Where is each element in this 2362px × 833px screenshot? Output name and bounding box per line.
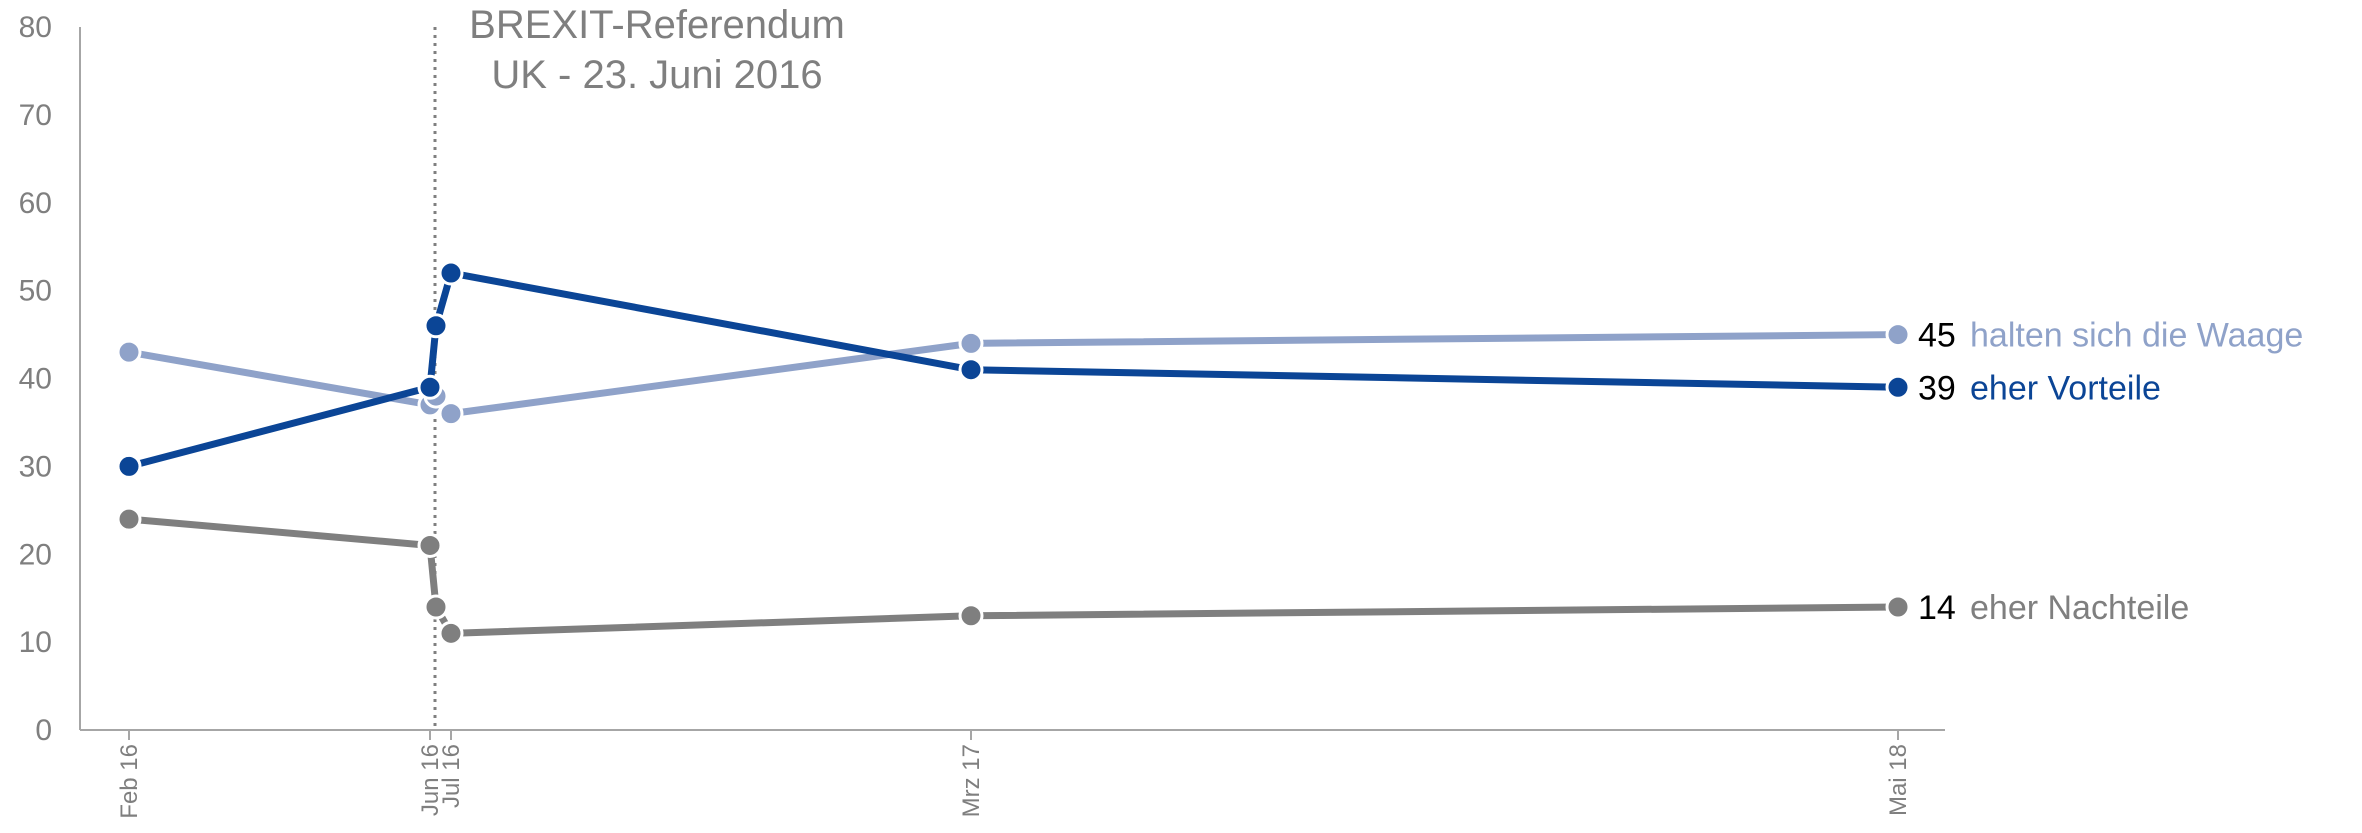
data-point xyxy=(958,330,984,356)
data-point xyxy=(438,260,464,286)
y-tick-label: 0 xyxy=(35,714,52,747)
data-point xyxy=(116,506,142,532)
series-name-label: eher Vorteile xyxy=(1970,369,2161,407)
data-point xyxy=(116,339,142,365)
data-point xyxy=(438,620,464,646)
data-point xyxy=(423,313,449,339)
y-tick-label: 20 xyxy=(19,538,52,571)
y-tick-label: 50 xyxy=(19,275,52,308)
y-tick-label: 60 xyxy=(19,187,52,220)
data-point xyxy=(1885,322,1911,348)
series-line xyxy=(125,515,1902,637)
data-point xyxy=(116,453,142,479)
series-line xyxy=(125,269,1902,470)
x-tick-label: Jul 16 xyxy=(438,744,465,808)
data-point xyxy=(1885,594,1911,620)
series-name-label: halten sich die Waage xyxy=(1970,317,2303,355)
series-name-label: eher Nachteile xyxy=(1970,589,2189,627)
series-group xyxy=(116,260,1911,646)
x-tick-label: Mai 18 xyxy=(1885,744,1912,816)
data-point xyxy=(438,401,464,427)
x-tick-label: Jun 16 xyxy=(417,744,444,816)
data-point xyxy=(423,594,449,620)
x-tick-label: Mrz 17 xyxy=(958,744,985,817)
end-labels: 45 halten sich die Waage 39 eher Vorteile 14… xyxy=(1918,317,2303,627)
y-tick-label: 40 xyxy=(19,363,52,396)
data-point xyxy=(417,374,443,400)
end-value-label: 39 xyxy=(1918,369,1956,407)
data-point xyxy=(417,532,443,558)
series-0 xyxy=(116,322,1911,427)
end-value-label: 14 xyxy=(1918,589,1956,627)
end-value-label: 45 xyxy=(1918,317,1956,355)
annotation-line: BREXIT-Referendum xyxy=(469,3,845,47)
data-point xyxy=(958,357,984,383)
y-tick-label: 80 xyxy=(19,11,52,44)
x-tick-label: Feb 16 xyxy=(116,744,143,819)
data-point xyxy=(1885,374,1911,400)
annotation-line: UK - 23. Juni 2016 xyxy=(491,53,822,97)
series-2 xyxy=(116,506,1911,646)
y-tick-label: 30 xyxy=(19,450,52,483)
series-1 xyxy=(116,260,1911,479)
series-line xyxy=(125,331,1902,418)
data-point xyxy=(958,603,984,629)
y-tick-label: 10 xyxy=(19,626,52,659)
y-tick-label: 70 xyxy=(19,99,52,132)
